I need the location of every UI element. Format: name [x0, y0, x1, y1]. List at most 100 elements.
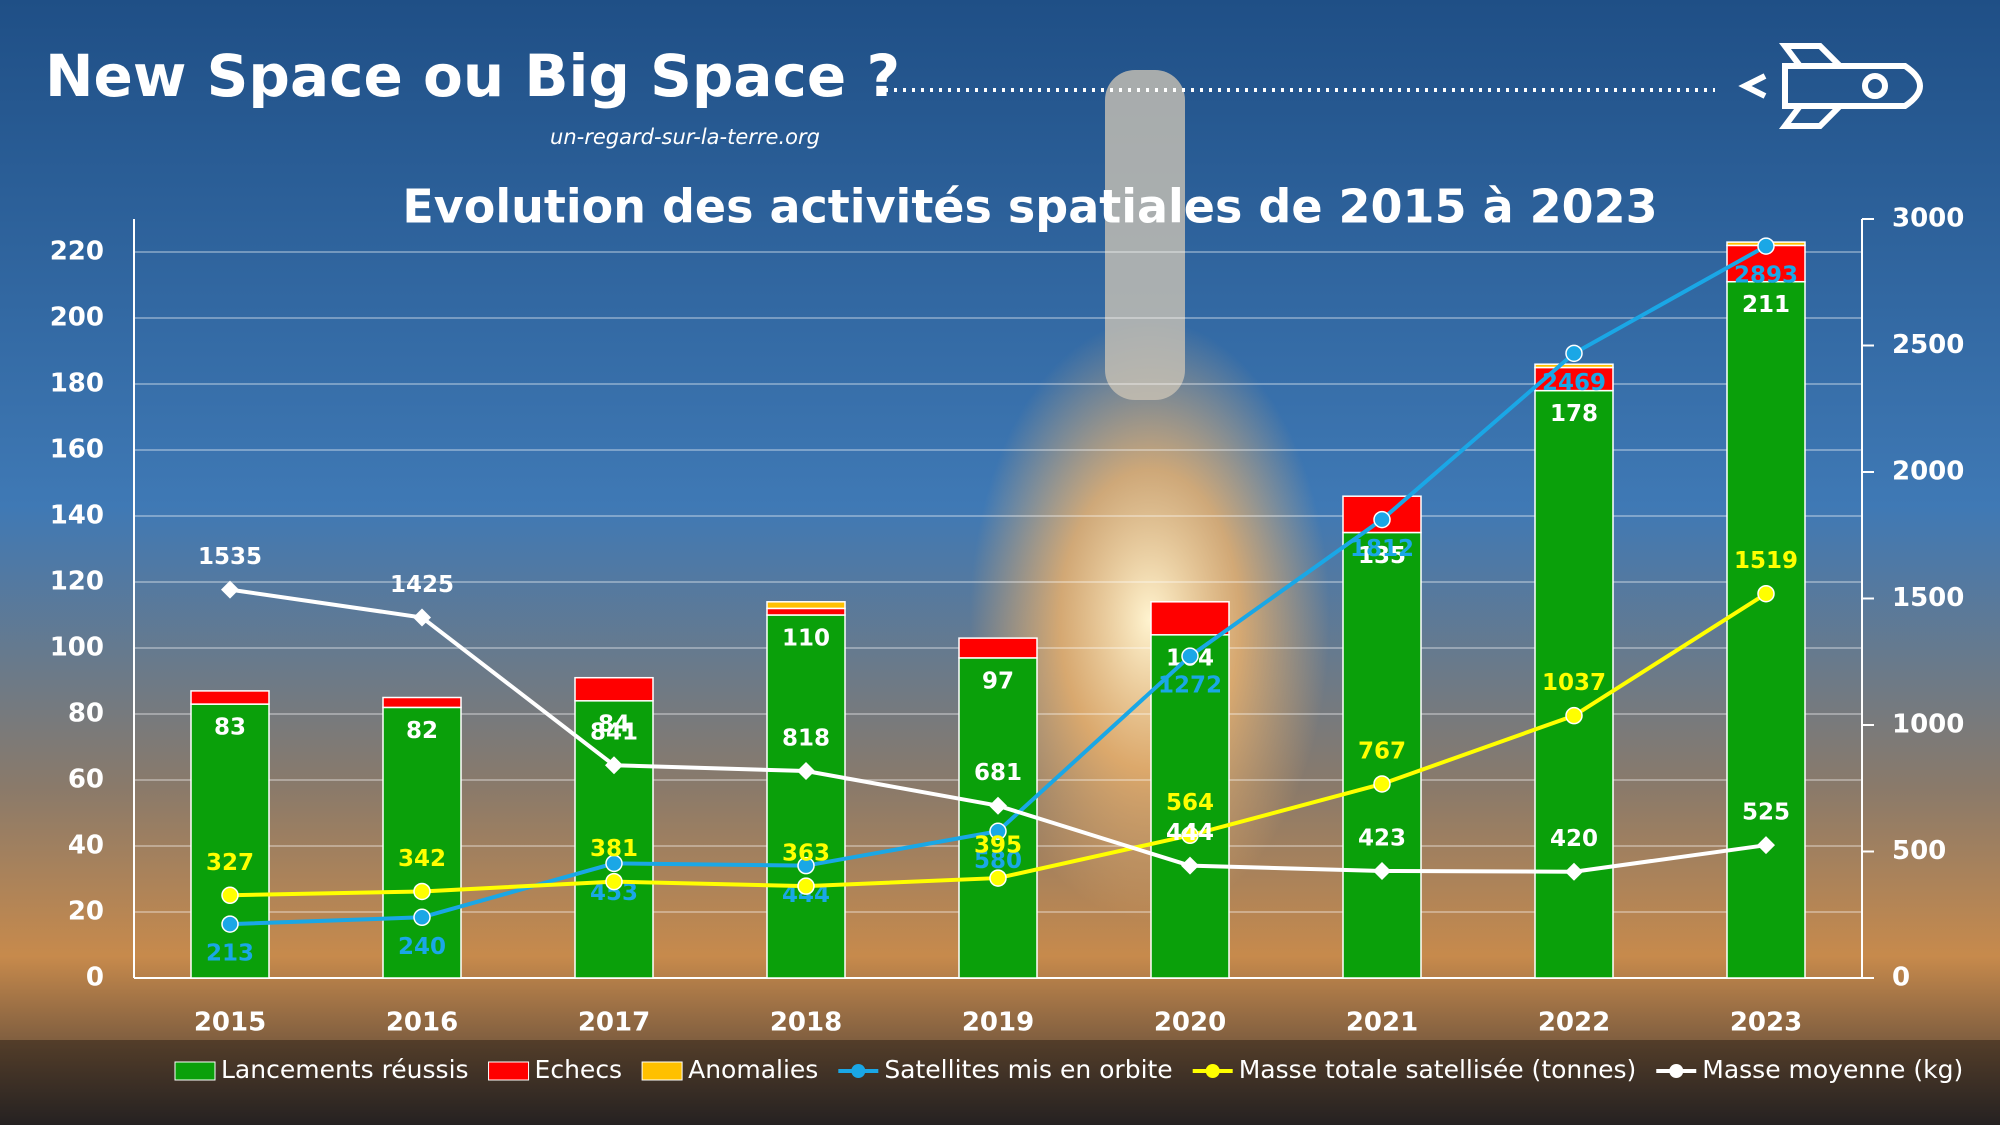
line-value-label: 342 [398, 846, 446, 872]
legend-swatch [174, 1061, 216, 1081]
site-name: un-regard-sur-la-terre.org [550, 125, 820, 149]
y-tick-label: 40 [68, 831, 104, 861]
line-marker [797, 762, 815, 781]
y-tick-label: 100 [50, 633, 104, 663]
legend-band [0, 1040, 2000, 1125]
bar-value-label: 135 [1358, 543, 1406, 569]
line-value-label: 525 [1742, 800, 1790, 826]
y2-tick-label: 500 [1892, 836, 1946, 866]
line-value-label: 1812 [1350, 536, 1414, 562]
line-marker [797, 877, 815, 895]
y-tick-label: 80 [68, 699, 104, 729]
line-marker [1373, 775, 1391, 793]
line-marker [1181, 856, 1199, 875]
line-marker [413, 908, 431, 927]
legend-swatch [488, 1061, 530, 1081]
line-value-label: 1519 [1734, 548, 1798, 574]
line-value-label: 1425 [390, 572, 454, 598]
bar-segment [958, 657, 1038, 979]
line-value-label: 381 [590, 836, 638, 862]
legend-label: Anomalies [688, 1055, 818, 1084]
x-tick-label: 2022 [1538, 1008, 1610, 1038]
line-marker [605, 854, 623, 873]
line-marker [221, 886, 239, 905]
y-tick-label: 20 [68, 897, 104, 927]
line-value-label: 818 [782, 726, 830, 752]
legend-marker [851, 1064, 866, 1078]
y-tick-label: 160 [50, 435, 104, 465]
line-marker [1181, 647, 1199, 665]
bar-value-label: 178 [1550, 401, 1598, 427]
x-tick-label: 2018 [770, 1008, 842, 1038]
x-tick-label: 2023 [1730, 1008, 1802, 1038]
line-marker [1757, 237, 1775, 255]
rocket-icon [1738, 43, 1923, 129]
line-value-label: 395 [974, 833, 1022, 859]
line-marker [413, 608, 431, 627]
y-tick-label: 120 [50, 567, 104, 597]
line-marker [1565, 862, 1583, 881]
page-title: New Space ou Big Space ? [45, 42, 900, 110]
y-tick-label: 180 [50, 369, 104, 399]
x-tick-label: 2019 [962, 1008, 1034, 1038]
legend-label: Masse totale satellisée (tonnes) [1239, 1055, 1637, 1084]
y-tick-label: 0 [86, 963, 104, 993]
y2-tick-label: 2000 [1892, 457, 1964, 487]
bar-segment [190, 703, 270, 979]
line-value-label: 564 [1166, 790, 1214, 816]
line-marker [797, 856, 815, 875]
bar-segment [766, 601, 846, 610]
line-marker [1565, 344, 1583, 363]
line-marker [1565, 706, 1583, 725]
x-tick-label: 2017 [578, 1008, 650, 1038]
line-marker [221, 915, 239, 933]
rocket-silhouette [1105, 70, 1185, 400]
y-tick-label: 220 [50, 237, 104, 267]
line-value-label: 841 [590, 720, 638, 746]
legend-label: Lancements réussis [221, 1055, 469, 1084]
line-value-label: 423 [1358, 825, 1406, 851]
legend-marker [1205, 1064, 1220, 1078]
y-tick-label: 140 [50, 501, 104, 531]
x-tick-label: 2021 [1346, 1008, 1418, 1038]
y2-tick-label: 3000 [1892, 204, 1964, 234]
line-marker [989, 822, 1007, 841]
x-tick-label: 2016 [386, 1008, 458, 1038]
legend-marker [1669, 1064, 1684, 1078]
legend-label: Satellites mis en orbite [884, 1055, 1172, 1084]
x-tick-label: 2015 [194, 1008, 266, 1038]
line-value-label: 327 [206, 850, 254, 876]
bar-segment [1150, 601, 1230, 636]
line-marker [221, 580, 239, 599]
bar-segment [1726, 280, 1806, 979]
bar-segment [1534, 363, 1614, 369]
bar-segment [1342, 531, 1422, 979]
line-marker [1373, 861, 1391, 880]
bar-value-label: 97 [982, 668, 1014, 694]
y2-tick-label: 1500 [1892, 583, 1964, 613]
y2-tick-label: 1000 [1892, 710, 1964, 740]
bar-value-label: 110 [782, 626, 830, 652]
y2-tick-label: 0 [1892, 963, 1910, 993]
bar-value-label: 83 [214, 715, 246, 741]
launch-glow [970, 320, 1330, 920]
line-value-label: 213 [206, 941, 254, 967]
line-value-label: 240 [398, 934, 446, 960]
line-marker [605, 872, 623, 891]
chart-title: Evolution des activités spatiales de 201… [402, 180, 1657, 234]
line-marker [989, 869, 1007, 887]
bar-segment [766, 607, 846, 616]
line-value-label: 767 [1358, 738, 1406, 764]
line-marker [1373, 510, 1391, 529]
bar-segment [958, 637, 1038, 659]
bar-segment [190, 690, 270, 705]
line-value-label: 1037 [1542, 670, 1606, 696]
legend-label: Echecs [535, 1055, 623, 1084]
y-tick-label: 200 [50, 303, 104, 333]
bar-segment [574, 676, 654, 702]
bar-value-label: 84 [598, 711, 630, 737]
line-value-label: 420 [1550, 826, 1598, 852]
bar-segment [1150, 634, 1230, 979]
line-value-label: 2469 [1542, 370, 1606, 396]
